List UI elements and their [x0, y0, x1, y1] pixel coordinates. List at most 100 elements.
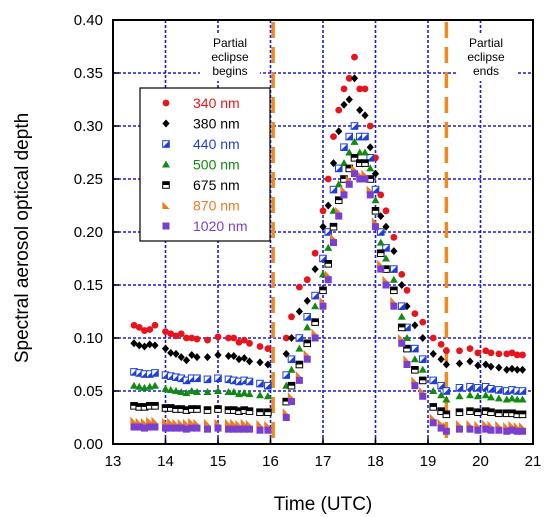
data-point [151, 369, 159, 377]
data-point [503, 350, 511, 358]
x-axis-title: Time (UTC) [274, 494, 373, 515]
data-point [151, 416, 159, 425]
data-point [382, 275, 390, 284]
data-point [193, 353, 201, 362]
data-point [135, 341, 143, 350]
data-point [390, 286, 398, 295]
data-point [350, 122, 359, 130]
data-point [303, 339, 312, 348]
data-point [161, 344, 170, 353]
data-point [330, 239, 337, 247]
data-point [303, 276, 311, 284]
data-point [519, 351, 526, 359]
data-point [193, 418, 201, 427]
data-point [356, 175, 364, 183]
data-point [418, 376, 427, 385]
legend-label: 870 nm [193, 198, 240, 214]
data-point [403, 344, 411, 353]
data-point [214, 374, 222, 383]
data-point [324, 175, 332, 183]
data-point [410, 355, 419, 363]
data-point [161, 384, 170, 392]
legend-marker [162, 119, 170, 128]
data-point [398, 334, 406, 342]
data-point [264, 420, 272, 429]
data-point [361, 159, 369, 167]
eclipse-markers [271, 22, 449, 444]
data-point [455, 359, 464, 368]
data-point [311, 334, 319, 342]
data-point [518, 410, 527, 419]
annotation-begins-line: eclipse [211, 50, 249, 64]
legend-label: 380 nm [193, 116, 240, 132]
data-point [390, 233, 398, 241]
data-point [295, 371, 303, 379]
data-point [330, 133, 337, 141]
data-point [455, 384, 464, 392]
data-point [518, 365, 527, 374]
data-point [474, 361, 482, 370]
data-point [429, 349, 437, 358]
data-point [329, 222, 338, 231]
data-point [151, 381, 159, 389]
data-point [366, 143, 374, 152]
data-point [455, 392, 464, 400]
data-point [135, 423, 143, 431]
data-point [295, 334, 304, 342]
data-point [474, 420, 482, 429]
data-point [371, 185, 380, 194]
data-point [482, 347, 490, 355]
data-point [345, 132, 354, 141]
data-point [135, 382, 144, 390]
data-point [167, 330, 175, 338]
data-point [411, 366, 419, 374]
data-point [203, 406, 212, 414]
data-point [390, 265, 398, 273]
annotation-ends-line: Partial [469, 36, 503, 50]
y-axis-title: Spectral aerosol optical depth [12, 113, 33, 363]
data-point [203, 353, 212, 362]
data-point [411, 310, 419, 318]
data-point [141, 327, 148, 334]
data-point [340, 143, 348, 151]
data-point [474, 349, 482, 357]
data-point [398, 281, 406, 289]
data-point [419, 387, 427, 395]
data-point [288, 313, 295, 321]
data-point [256, 343, 264, 350]
data-point [245, 377, 254, 386]
data-point [172, 349, 180, 358]
legend-label: 440 nm [193, 136, 240, 152]
x-tick-label: 13 [105, 453, 122, 470]
y-tick-label: 0.30 [74, 118, 103, 135]
data-point [204, 336, 211, 344]
data-point [214, 418, 222, 427]
y-tick-label: 0.20 [74, 224, 103, 241]
data-point [437, 391, 446, 399]
series-870-nm [130, 164, 527, 430]
data-point [366, 122, 374, 130]
data-point [203, 375, 212, 384]
data-point [303, 323, 312, 331]
data-point [518, 387, 527, 395]
data-point [287, 392, 296, 400]
data-point [256, 408, 264, 416]
data-point [437, 424, 445, 432]
data-point [397, 323, 406, 332]
data-point [377, 265, 385, 273]
data-point [437, 340, 445, 348]
data-point [350, 154, 359, 162]
data-point [513, 365, 521, 374]
data-point [282, 371, 291, 379]
data-point [240, 336, 248, 344]
data-point [264, 408, 272, 416]
data-point [311, 249, 319, 257]
legend-box [139, 87, 271, 242]
data-point [376, 249, 385, 257]
data-point [397, 312, 406, 320]
data-point [235, 355, 243, 364]
data-point [224, 388, 233, 396]
data-point [295, 283, 303, 291]
data-point [229, 388, 238, 396]
